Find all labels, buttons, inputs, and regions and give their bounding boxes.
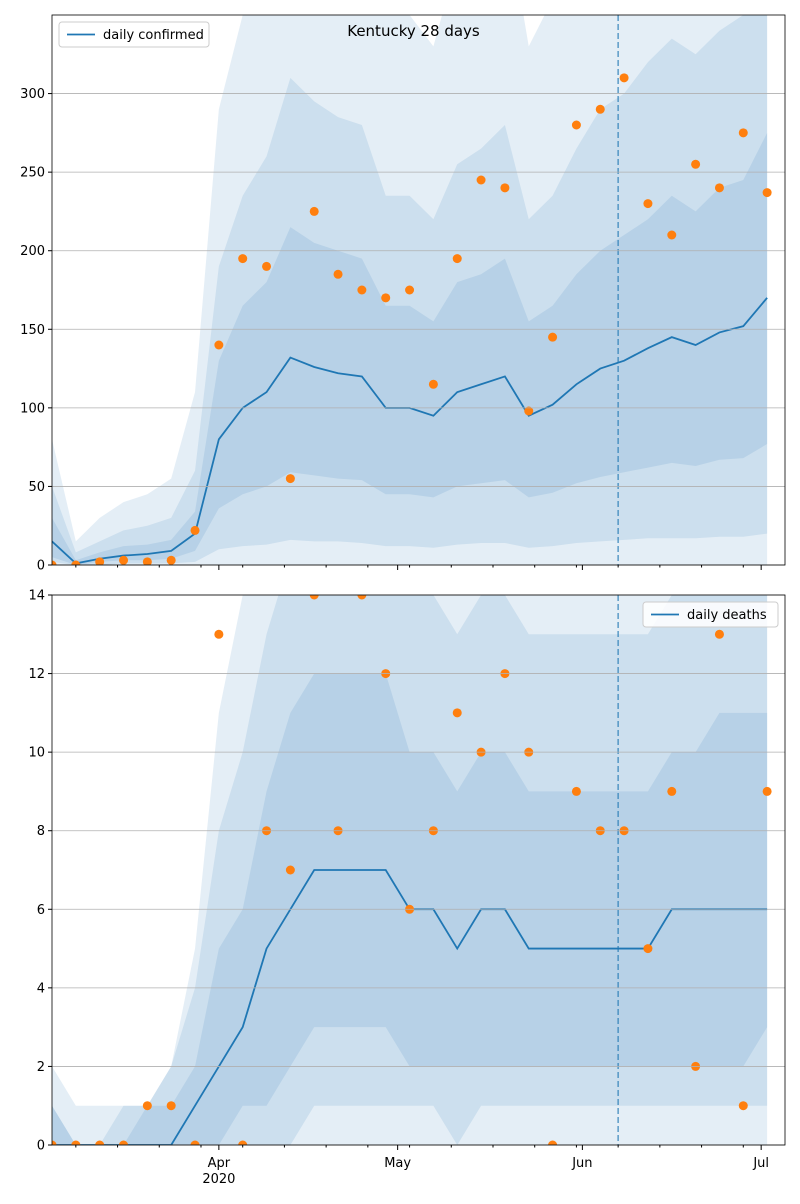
point bbox=[762, 188, 772, 198]
axes-frame bbox=[51, 594, 786, 1146]
y-tick-label: 0 bbox=[37, 559, 45, 574]
point bbox=[285, 865, 295, 875]
point bbox=[595, 104, 605, 114]
y-tick-label: 8 bbox=[37, 824, 45, 839]
point bbox=[381, 293, 391, 303]
y-tick-label: 6 bbox=[37, 903, 45, 918]
point bbox=[667, 786, 677, 796]
x-tick-label: May bbox=[384, 1156, 411, 1171]
point bbox=[52, 560, 57, 565]
y-tick-label: 0 bbox=[37, 1139, 45, 1154]
point bbox=[95, 557, 105, 565]
legend-box bbox=[642, 601, 779, 628]
point bbox=[71, 560, 81, 565]
point bbox=[309, 206, 319, 216]
point bbox=[500, 183, 510, 193]
point bbox=[262, 261, 272, 271]
point bbox=[476, 175, 486, 185]
point bbox=[214, 629, 224, 639]
point bbox=[405, 285, 415, 295]
point bbox=[309, 595, 319, 600]
band bbox=[52, 595, 768, 1145]
point bbox=[142, 557, 152, 565]
point bbox=[714, 183, 724, 193]
point bbox=[190, 1140, 200, 1145]
point bbox=[52, 1140, 57, 1145]
y-tick-label: 250 bbox=[20, 166, 45, 181]
point bbox=[238, 254, 248, 264]
point bbox=[619, 73, 629, 83]
point bbox=[643, 944, 653, 954]
point bbox=[714, 629, 724, 639]
plot-area bbox=[52, 15, 772, 565]
point bbox=[238, 1140, 248, 1145]
point bbox=[643, 199, 653, 209]
y-tick-label: 100 bbox=[20, 401, 45, 416]
chart-title: Kentucky 28 days bbox=[347, 22, 480, 40]
point bbox=[428, 379, 438, 389]
point bbox=[119, 555, 129, 565]
legend-label: daily deaths bbox=[687, 608, 767, 623]
point bbox=[571, 120, 581, 130]
point bbox=[285, 474, 295, 484]
point bbox=[166, 555, 176, 565]
legend-label: daily confirmed bbox=[103, 28, 204, 43]
legend-box bbox=[58, 21, 210, 48]
point bbox=[691, 159, 701, 169]
y-tick-label: 300 bbox=[20, 87, 45, 102]
y-tick-label: 2 bbox=[37, 1060, 45, 1075]
point bbox=[738, 128, 748, 138]
y-tick-label: 12 bbox=[28, 667, 45, 682]
point bbox=[738, 1101, 748, 1111]
point bbox=[95, 1140, 105, 1145]
point bbox=[548, 332, 558, 342]
x-tick-label: Jul bbox=[752, 1156, 769, 1171]
y-tick-label: 200 bbox=[20, 244, 45, 259]
x-tick-year: 2020 bbox=[202, 1172, 235, 1187]
point bbox=[190, 525, 200, 535]
y-tick-label: 50 bbox=[28, 480, 45, 495]
band bbox=[52, 132, 768, 565]
x-tick-label: Jun bbox=[571, 1156, 592, 1171]
point bbox=[667, 230, 677, 240]
point bbox=[71, 1140, 81, 1145]
y-tick-label: 10 bbox=[28, 746, 45, 761]
point bbox=[452, 708, 462, 718]
x-tick-label: Apr bbox=[208, 1156, 231, 1171]
point bbox=[333, 269, 343, 279]
band bbox=[52, 595, 768, 1145]
point bbox=[142, 1101, 152, 1111]
point bbox=[166, 1101, 176, 1111]
point bbox=[548, 1140, 558, 1145]
point bbox=[524, 406, 534, 416]
point bbox=[762, 786, 772, 796]
y-tick-label: 14 bbox=[28, 589, 45, 604]
y-tick-label: 150 bbox=[20, 323, 45, 338]
point bbox=[119, 1140, 129, 1145]
point bbox=[214, 340, 224, 350]
y-tick-label: 4 bbox=[37, 981, 45, 996]
point bbox=[571, 786, 581, 796]
point bbox=[357, 285, 367, 295]
point bbox=[452, 254, 462, 264]
axes-frame bbox=[51, 14, 786, 566]
point bbox=[357, 595, 367, 600]
